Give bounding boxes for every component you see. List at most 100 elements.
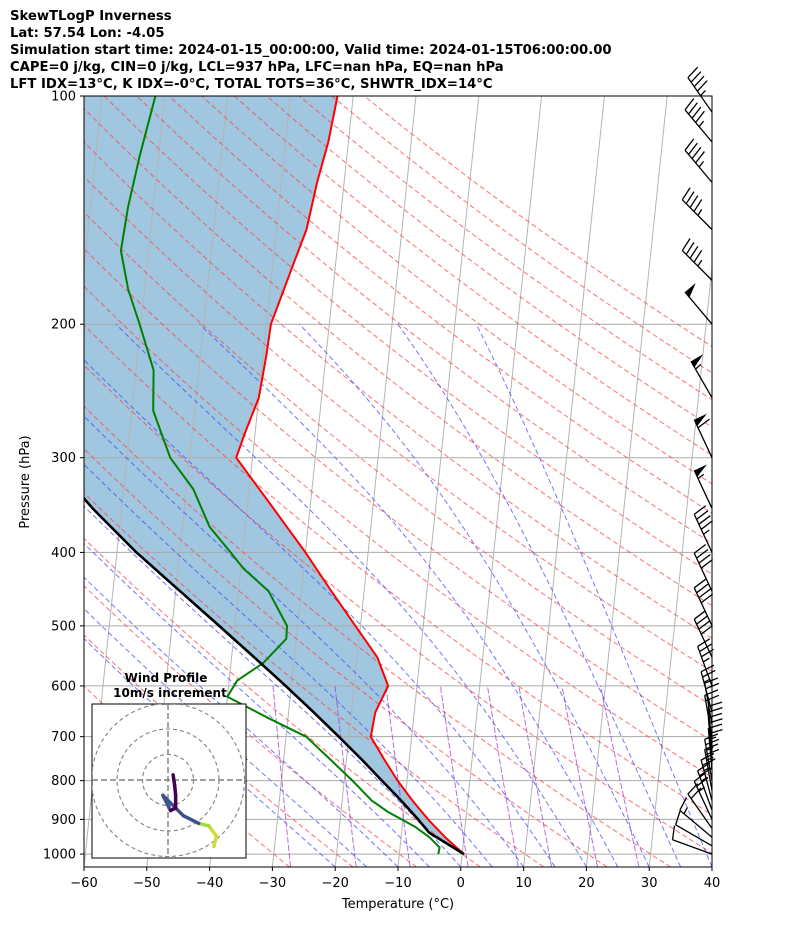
wind-barb xyxy=(681,238,713,281)
mixing-ratio-line xyxy=(385,685,411,867)
x-tick-label: −50 xyxy=(133,876,160,891)
dry-adiabat xyxy=(84,364,712,854)
y-tick-label: 1000 xyxy=(43,848,76,863)
y-tick-label: 700 xyxy=(51,730,76,745)
x-tick-label: −40 xyxy=(196,876,223,891)
y-tick-label: 200 xyxy=(51,318,76,333)
dry-adiabat xyxy=(84,405,671,867)
wind-barb xyxy=(684,283,713,325)
dry-adiabat xyxy=(168,96,712,514)
moist-adiabat xyxy=(199,323,619,867)
x-tick-label: −60 xyxy=(70,876,97,891)
mixing-ratio-line xyxy=(600,685,640,867)
hodograph-title: Wind Profile xyxy=(125,671,208,685)
dry-adiabat xyxy=(84,211,712,707)
isotherm-line xyxy=(397,96,480,867)
y-tick-label: 300 xyxy=(51,451,76,466)
wind-barb xyxy=(671,825,713,855)
y-tick-label: 900 xyxy=(51,813,76,828)
hodograph-trace xyxy=(181,813,201,826)
y-tick-label: 100 xyxy=(51,90,76,105)
indices-line-2: LFT IDX=13°C, K IDX=-0°C, TOTAL TOTS=36°… xyxy=(10,77,493,92)
dry-adiabat xyxy=(84,248,712,742)
cin-area xyxy=(84,96,464,855)
moist-adiabat xyxy=(84,542,430,867)
mixing-ratio-line xyxy=(334,685,357,867)
x-tick-label: 30 xyxy=(641,876,658,891)
moist-adiabat xyxy=(84,576,399,867)
isotherm-line xyxy=(460,96,543,867)
wind-barb xyxy=(693,464,713,509)
moist-adiabat xyxy=(115,323,587,867)
moist-adiabat xyxy=(84,359,556,867)
axis-ticks: −60 −50 −40 −30 −20 −10 0 10 20 30 40 1000 900 800 700… xyxy=(43,90,720,892)
isotherm-line xyxy=(585,96,668,867)
parcel-profile xyxy=(84,496,465,856)
dry-adiabat xyxy=(233,96,712,456)
temperature-profile xyxy=(235,96,465,855)
isotherm-line xyxy=(711,862,712,867)
y-tick-label: 800 xyxy=(51,774,76,789)
x-tick-label: −20 xyxy=(321,876,348,891)
isotherm-line xyxy=(334,96,417,867)
x-tick-label: −30 xyxy=(259,876,286,891)
x-tick-label: −10 xyxy=(384,876,411,891)
moist-adiabat xyxy=(84,463,493,867)
y-tick-label: 500 xyxy=(51,619,76,634)
hodograph-subtitle: 10m/s increment xyxy=(113,686,227,700)
moist-adiabat xyxy=(397,323,682,867)
dry-adiabat xyxy=(266,96,712,428)
chart-title: SkewTLogP Inverness xyxy=(10,9,172,24)
isotherm-line xyxy=(271,96,354,867)
wind-barb xyxy=(693,578,714,627)
wind-barb xyxy=(687,66,713,113)
sounding-profiles xyxy=(84,96,465,856)
hodograph-trace xyxy=(161,793,173,813)
wind-barb xyxy=(684,98,713,143)
dry-adiabat xyxy=(84,585,417,867)
wind-barb xyxy=(693,505,714,553)
dry-adiabat xyxy=(84,141,712,639)
mixing-ratio-line xyxy=(440,685,469,867)
y-axis-label: Pressure (hPa) xyxy=(18,435,33,528)
dry-adiabat xyxy=(84,537,481,867)
mixing-ratio-line xyxy=(561,685,599,867)
dewpoint-profile xyxy=(119,96,441,855)
moist-adiabat xyxy=(84,415,524,867)
mixing-ratio-line xyxy=(272,685,292,867)
x-tick-label: 0 xyxy=(457,876,465,891)
hodograph-inset: Wind Profile 10m/s increment xyxy=(91,671,247,859)
dry-adiabat xyxy=(84,634,354,867)
dry-adiabat xyxy=(84,492,544,867)
wind-barbs xyxy=(671,66,723,855)
dry-adiabat xyxy=(84,324,712,816)
dry-adiabat xyxy=(84,448,608,867)
wind-barb xyxy=(675,810,713,847)
dry-adiabat xyxy=(136,96,712,544)
hodograph-trace xyxy=(196,821,211,828)
hodograph-frame xyxy=(91,703,247,859)
mixing-ratio-line xyxy=(487,685,519,867)
x-tick-label: 20 xyxy=(578,876,595,891)
wind-barb xyxy=(681,187,713,230)
isotherm-line xyxy=(648,262,712,867)
isotherm-line xyxy=(84,96,103,273)
dry-adiabat xyxy=(84,176,712,673)
indices-line-1: CAPE=0 j/kg, CIN=0 j/kg, LCL=937 hPa, LF… xyxy=(10,60,504,75)
mixing-ratio-line xyxy=(518,685,553,867)
wind-barb xyxy=(693,610,714,658)
chart-header: SkewTLogP Inverness Lat: 57.54 Lon: -4.0… xyxy=(10,8,612,93)
dry-adiabat xyxy=(84,285,712,778)
y-tick-label: 400 xyxy=(51,546,76,561)
hodograph-ring xyxy=(92,704,246,858)
location-line: Lat: 57.54 Lon: -4.05 xyxy=(10,26,165,41)
cin-shading xyxy=(84,96,464,855)
wind-barb xyxy=(693,543,714,592)
x-tick-label: 10 xyxy=(515,876,532,891)
moist-adiabat xyxy=(475,323,712,867)
hodograph-trace xyxy=(212,834,219,849)
wind-barb xyxy=(679,797,713,838)
hodograph-trace xyxy=(207,824,219,838)
wind-barb xyxy=(684,138,713,183)
